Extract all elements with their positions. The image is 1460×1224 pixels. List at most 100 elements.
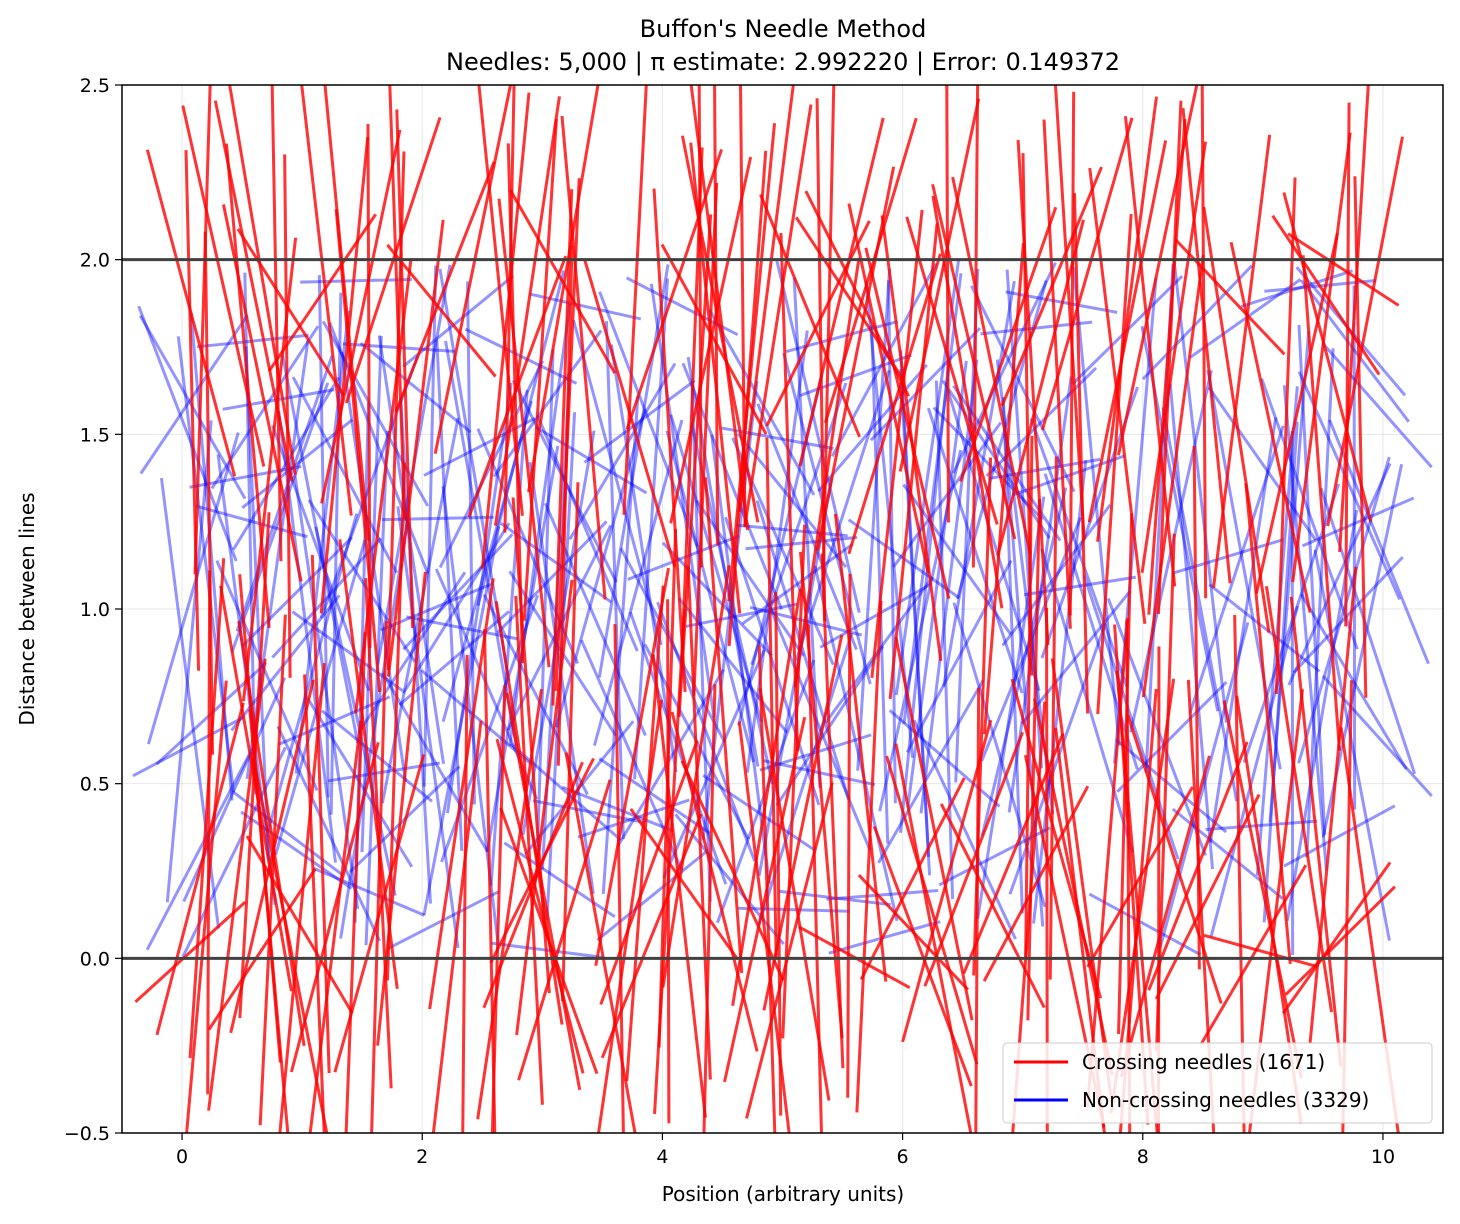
needle-noncrossing (710, 434, 771, 884)
needle-crossing (251, 757, 329, 1133)
needle-noncrossing (902, 273, 963, 725)
needle-noncrossing (905, 559, 1013, 754)
needle-noncrossing (932, 406, 1044, 521)
needle-noncrossing (1072, 267, 1121, 746)
needle-crossing (697, 85, 703, 568)
needle-noncrossing (281, 354, 360, 744)
needle-crossing (283, 154, 292, 678)
needle-noncrossing (132, 715, 245, 778)
needle-noncrossing (312, 866, 426, 917)
needle-crossing (870, 209, 924, 679)
needle-crossing (228, 85, 297, 476)
chart-subtitle: Needles: 5,000 | π estimate: 2.992220 | … (446, 48, 1120, 76)
legend: Crossing needles (1671) Non-crossing nee… (1002, 1042, 1433, 1124)
needle-noncrossing (702, 774, 815, 851)
needle-noncrossing (1141, 264, 1254, 381)
needle-crossing (1087, 140, 1168, 523)
needle-crossing (1050, 658, 1114, 1103)
needle-crossing (757, 645, 777, 1133)
needle-noncrossing (422, 265, 438, 787)
needle-noncrossing (1003, 433, 1045, 927)
needle-noncrossing (1209, 605, 1300, 938)
needle-noncrossing (510, 742, 622, 842)
needle-crossing (319, 136, 370, 614)
needle-crossing (1088, 167, 1147, 624)
needle-noncrossing (899, 360, 951, 834)
needle-crossing (898, 98, 981, 472)
needle-crossing (395, 109, 415, 629)
needle-crossing (1287, 232, 1400, 307)
needle-crossing (495, 738, 585, 1074)
needle-crossing (213, 100, 294, 482)
needle-noncrossing (888, 709, 1001, 808)
needle-crossing (894, 636, 974, 1021)
needle-noncrossing (592, 419, 684, 747)
needle-noncrossing (244, 346, 271, 860)
needle-crossing (847, 203, 930, 574)
needle-crossing (880, 215, 943, 662)
reference-lines (122, 258, 1443, 960)
needle-crossing (385, 462, 406, 981)
needle-crossing (551, 189, 574, 706)
needle-noncrossing (596, 849, 709, 942)
needle-noncrossing (1188, 425, 1285, 714)
needle-noncrossing (215, 560, 319, 792)
needle-noncrossing (912, 719, 1017, 940)
needle-crossing (1202, 206, 1271, 633)
needle-crossing (428, 578, 495, 1010)
needle-crossing (625, 148, 723, 430)
needle-crossing (1203, 933, 1316, 968)
needle-crossing (1140, 141, 1208, 574)
needle-noncrossing (830, 262, 938, 458)
needle-crossing (237, 620, 306, 1047)
needle-crossing (872, 825, 973, 1087)
legend-box (1002, 1042, 1433, 1124)
needle-noncrossing (1208, 583, 1321, 673)
needle-noncrossing (1206, 369, 1282, 770)
needle-crossing (951, 176, 1032, 555)
needle-crossing (962, 732, 1065, 975)
needle-noncrossing (300, 277, 412, 284)
needle-noncrossing (1020, 590, 1132, 725)
needle-noncrossing (528, 292, 642, 321)
needle-crossing (737, 721, 791, 1133)
needle-noncrossing (741, 542, 854, 625)
needle-crossing (493, 96, 561, 526)
needle-crossing (901, 719, 993, 1043)
needle-crossing (1212, 134, 1272, 588)
needle-crossing (490, 684, 507, 1133)
needle-noncrossing (685, 602, 798, 628)
needle-crossing (1353, 176, 1368, 698)
needle-noncrossing (534, 425, 648, 495)
needle-noncrossing (536, 414, 639, 652)
needle-noncrossing (1319, 487, 1417, 775)
needle-noncrossing (382, 515, 494, 522)
needle-crossing (206, 570, 212, 1095)
needle-crossing (560, 115, 607, 600)
needle-noncrossing (583, 379, 696, 464)
needle-crossing (1326, 136, 1404, 527)
needle-noncrossing (1205, 819, 1318, 832)
needle-noncrossing (532, 799, 645, 824)
needle-crossing (1141, 254, 1205, 698)
needle-crossing (774, 592, 783, 1116)
needle-crossing (323, 85, 371, 541)
needle-noncrossing (406, 615, 519, 641)
needle-noncrossing (1260, 378, 1359, 650)
y-tick-label: 2.5 (80, 75, 110, 97)
needle-crossing (692, 182, 719, 696)
needle-crossing (561, 482, 580, 1002)
needle-crossing (781, 524, 807, 1039)
needle-crossing (522, 118, 558, 621)
needle-crossing (386, 243, 497, 378)
needle-noncrossing (241, 418, 354, 509)
needle-crossing (833, 513, 888, 982)
needle-crossing (134, 901, 247, 1003)
legend-label-crossing: Crossing needles (1671) (1082, 1050, 1325, 1074)
y-tick-label: 1.5 (80, 424, 110, 446)
x-tick-label: 8 (1137, 1146, 1149, 1168)
needle-crossing (308, 720, 363, 1133)
chart-title: Buffon's Needle Method (640, 15, 927, 43)
needle-crossing (1123, 116, 1177, 587)
needle-crossing (289, 742, 380, 1073)
